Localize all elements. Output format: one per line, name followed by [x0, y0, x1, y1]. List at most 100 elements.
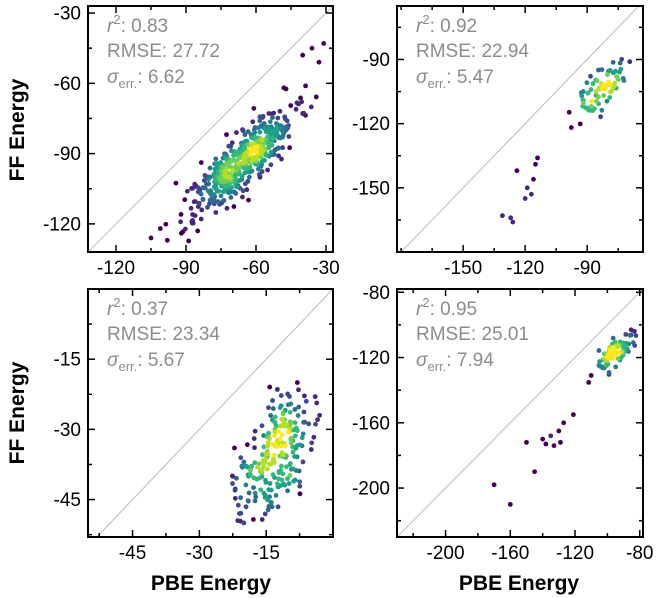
data-point: [259, 137, 265, 143]
data-point: [300, 52, 306, 58]
x-axis: -45 -30 -15: [98, 289, 334, 564]
data-point: [275, 115, 281, 121]
rmse-stat: RMSE: 22.94: [416, 41, 529, 62]
data-point: [252, 490, 258, 496]
data-point: [267, 119, 273, 125]
data-point: [270, 472, 276, 478]
data-point: [315, 417, 320, 423]
data-point: [300, 459, 306, 465]
data-point: [548, 433, 554, 439]
data-point: [273, 493, 279, 498]
stats-annotation: r2: 0.92 RMSE: 22.94 σerr.: 5.47: [416, 12, 529, 91]
y-tick-label: -120: [43, 214, 81, 235]
data-point: [270, 406, 276, 411]
data-point: [241, 520, 247, 526]
data-point: [300, 111, 306, 116]
data-point: [231, 204, 237, 209]
data-point: [609, 353, 615, 359]
rmse-stat: RMSE: 25.01: [416, 324, 529, 345]
data-point: [491, 482, 497, 488]
data-point: [237, 511, 242, 516]
data-point: [627, 332, 633, 338]
y-axis: -120 -90 -60 -30: [43, 4, 333, 235]
data-point: [250, 517, 256, 522]
data-point: [585, 90, 591, 96]
data-point: [280, 471, 286, 477]
data-point: [245, 498, 251, 504]
data-point: [607, 95, 613, 100]
data-point: [268, 487, 274, 493]
sigma-stat: σerr.: 6.62: [107, 67, 185, 91]
x-tick-label: -150: [444, 258, 482, 279]
data-point: [178, 212, 184, 217]
data-point: [189, 185, 194, 191]
data-point: [243, 482, 249, 488]
data-point: [317, 412, 323, 418]
data-point: [190, 212, 195, 217]
data-point: [163, 221, 169, 227]
data-point: [623, 332, 629, 337]
panel-bottom-left: -45 -30 -15 -45 -30 -15 r2: 0.37 RMSE: 23.34 σer…: [54, 288, 334, 564]
sigma-stat: σerr.: 5.67: [107, 350, 185, 374]
data-point: [292, 433, 298, 439]
data-point: [266, 405, 271, 411]
r2-stat: r2: 0.92: [416, 12, 477, 37]
data-point: [196, 201, 202, 207]
data-point: [241, 165, 247, 171]
data-point: [267, 481, 273, 486]
data-point: [260, 458, 266, 464]
data-point: [278, 463, 284, 469]
data-point: [601, 93, 607, 98]
data-point: [281, 419, 287, 425]
data-point: [198, 191, 204, 197]
data-point: [228, 189, 234, 195]
data-point: [235, 502, 241, 508]
panel-bottom-right: -200 -160 -120 -80 -200 -160 -120 -80 r2: 0.95 RM…: [352, 283, 654, 564]
data-point: [581, 100, 586, 106]
data-point: [297, 442, 302, 448]
data-point: [599, 107, 605, 113]
x-tick-label: -200: [427, 543, 465, 564]
data-point: [277, 108, 283, 114]
data-point: [220, 198, 226, 204]
y-tick-label: -160: [352, 413, 390, 434]
data-point: [261, 490, 267, 496]
data-point: [281, 482, 287, 488]
data-point: [224, 132, 229, 138]
data-point: [199, 207, 205, 213]
data-point: [610, 70, 616, 76]
data-point: [621, 345, 626, 350]
y-tick-label: -45: [54, 490, 81, 511]
data-point: [280, 452, 286, 458]
data-point: [242, 159, 248, 165]
data-point: [577, 121, 583, 127]
data-point: [309, 440, 315, 446]
axes-frame: [87, 5, 334, 253]
data-point: [231, 153, 237, 158]
data-point: [303, 83, 308, 89]
data-point: [272, 433, 277, 439]
y-tick-label: -120: [352, 114, 390, 135]
data-point: [285, 402, 291, 408]
data-point: [293, 106, 299, 112]
axes-frame: [396, 5, 644, 253]
data-point: [215, 199, 221, 204]
data-point: [588, 87, 594, 92]
data-point: [269, 504, 275, 510]
data-point: [213, 156, 219, 162]
data-point: [248, 150, 254, 156]
rmse-stat: RMSE: 23.34: [107, 324, 220, 345]
data-point: [620, 75, 626, 81]
scatter-points: [500, 56, 633, 225]
data-point: [630, 340, 636, 346]
data-point: [556, 428, 562, 434]
y-axis: -200 -160 -120 -80: [352, 283, 643, 522]
data-point: [262, 495, 268, 500]
data-point: [241, 459, 247, 465]
data-point: [284, 118, 290, 124]
data-point: [308, 104, 314, 110]
data-point: [244, 442, 250, 448]
data-point: [265, 140, 271, 146]
data-point: [173, 180, 179, 186]
data-point: [258, 487, 264, 493]
